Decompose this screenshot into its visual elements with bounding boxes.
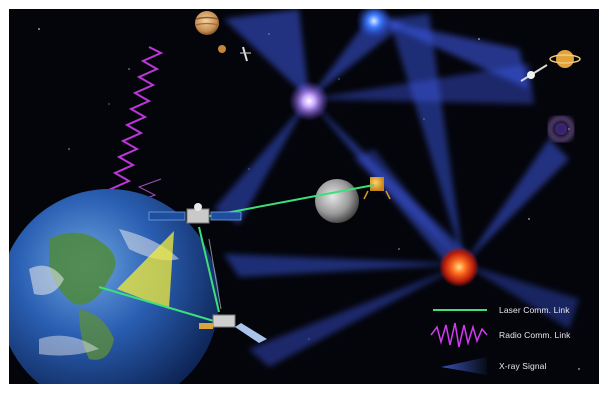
xray-bubble <box>548 116 574 142</box>
xray-beam <box>224 254 464 277</box>
deep-space-probe <box>240 46 251 62</box>
space-communications-illustration: Laser Comm. Link Radio Comm. Link X-ray … <box>9 9 599 384</box>
relay-satellite <box>148 203 242 224</box>
saturn-probe <box>520 64 548 82</box>
legend-label-radio: Radio Comm. Link <box>499 330 571 340</box>
laser-link <box>208 238 222 310</box>
jupiter <box>194 11 220 35</box>
xray-beam <box>214 99 309 224</box>
laser-link <box>198 226 220 313</box>
moon <box>315 179 359 223</box>
xray-beam <box>389 14 464 264</box>
lunar-lander <box>363 177 391 200</box>
lower-satellite <box>199 314 267 343</box>
saturn <box>549 50 581 68</box>
xray-beam <box>249 264 464 367</box>
mars <box>218 45 226 53</box>
legend-xray-swatch <box>441 357 487 375</box>
legend <box>430 309 488 375</box>
legend-radio-swatch <box>430 322 488 348</box>
laser-link <box>98 286 225 325</box>
xray-beams <box>214 9 579 367</box>
pulsar-source <box>439 247 479 287</box>
legend-label-xray: X-ray Signal <box>499 361 547 371</box>
xray-source-glow <box>289 81 329 121</box>
xray-beam <box>224 9 309 99</box>
xray-beam <box>464 264 579 329</box>
xray-beam <box>464 139 569 264</box>
illustration-canvas <box>9 9 581 384</box>
legend-label-laser: Laser Comm. Link <box>499 305 570 315</box>
downlink-cone <box>117 231 174 309</box>
xray-source-glow <box>356 9 392 39</box>
